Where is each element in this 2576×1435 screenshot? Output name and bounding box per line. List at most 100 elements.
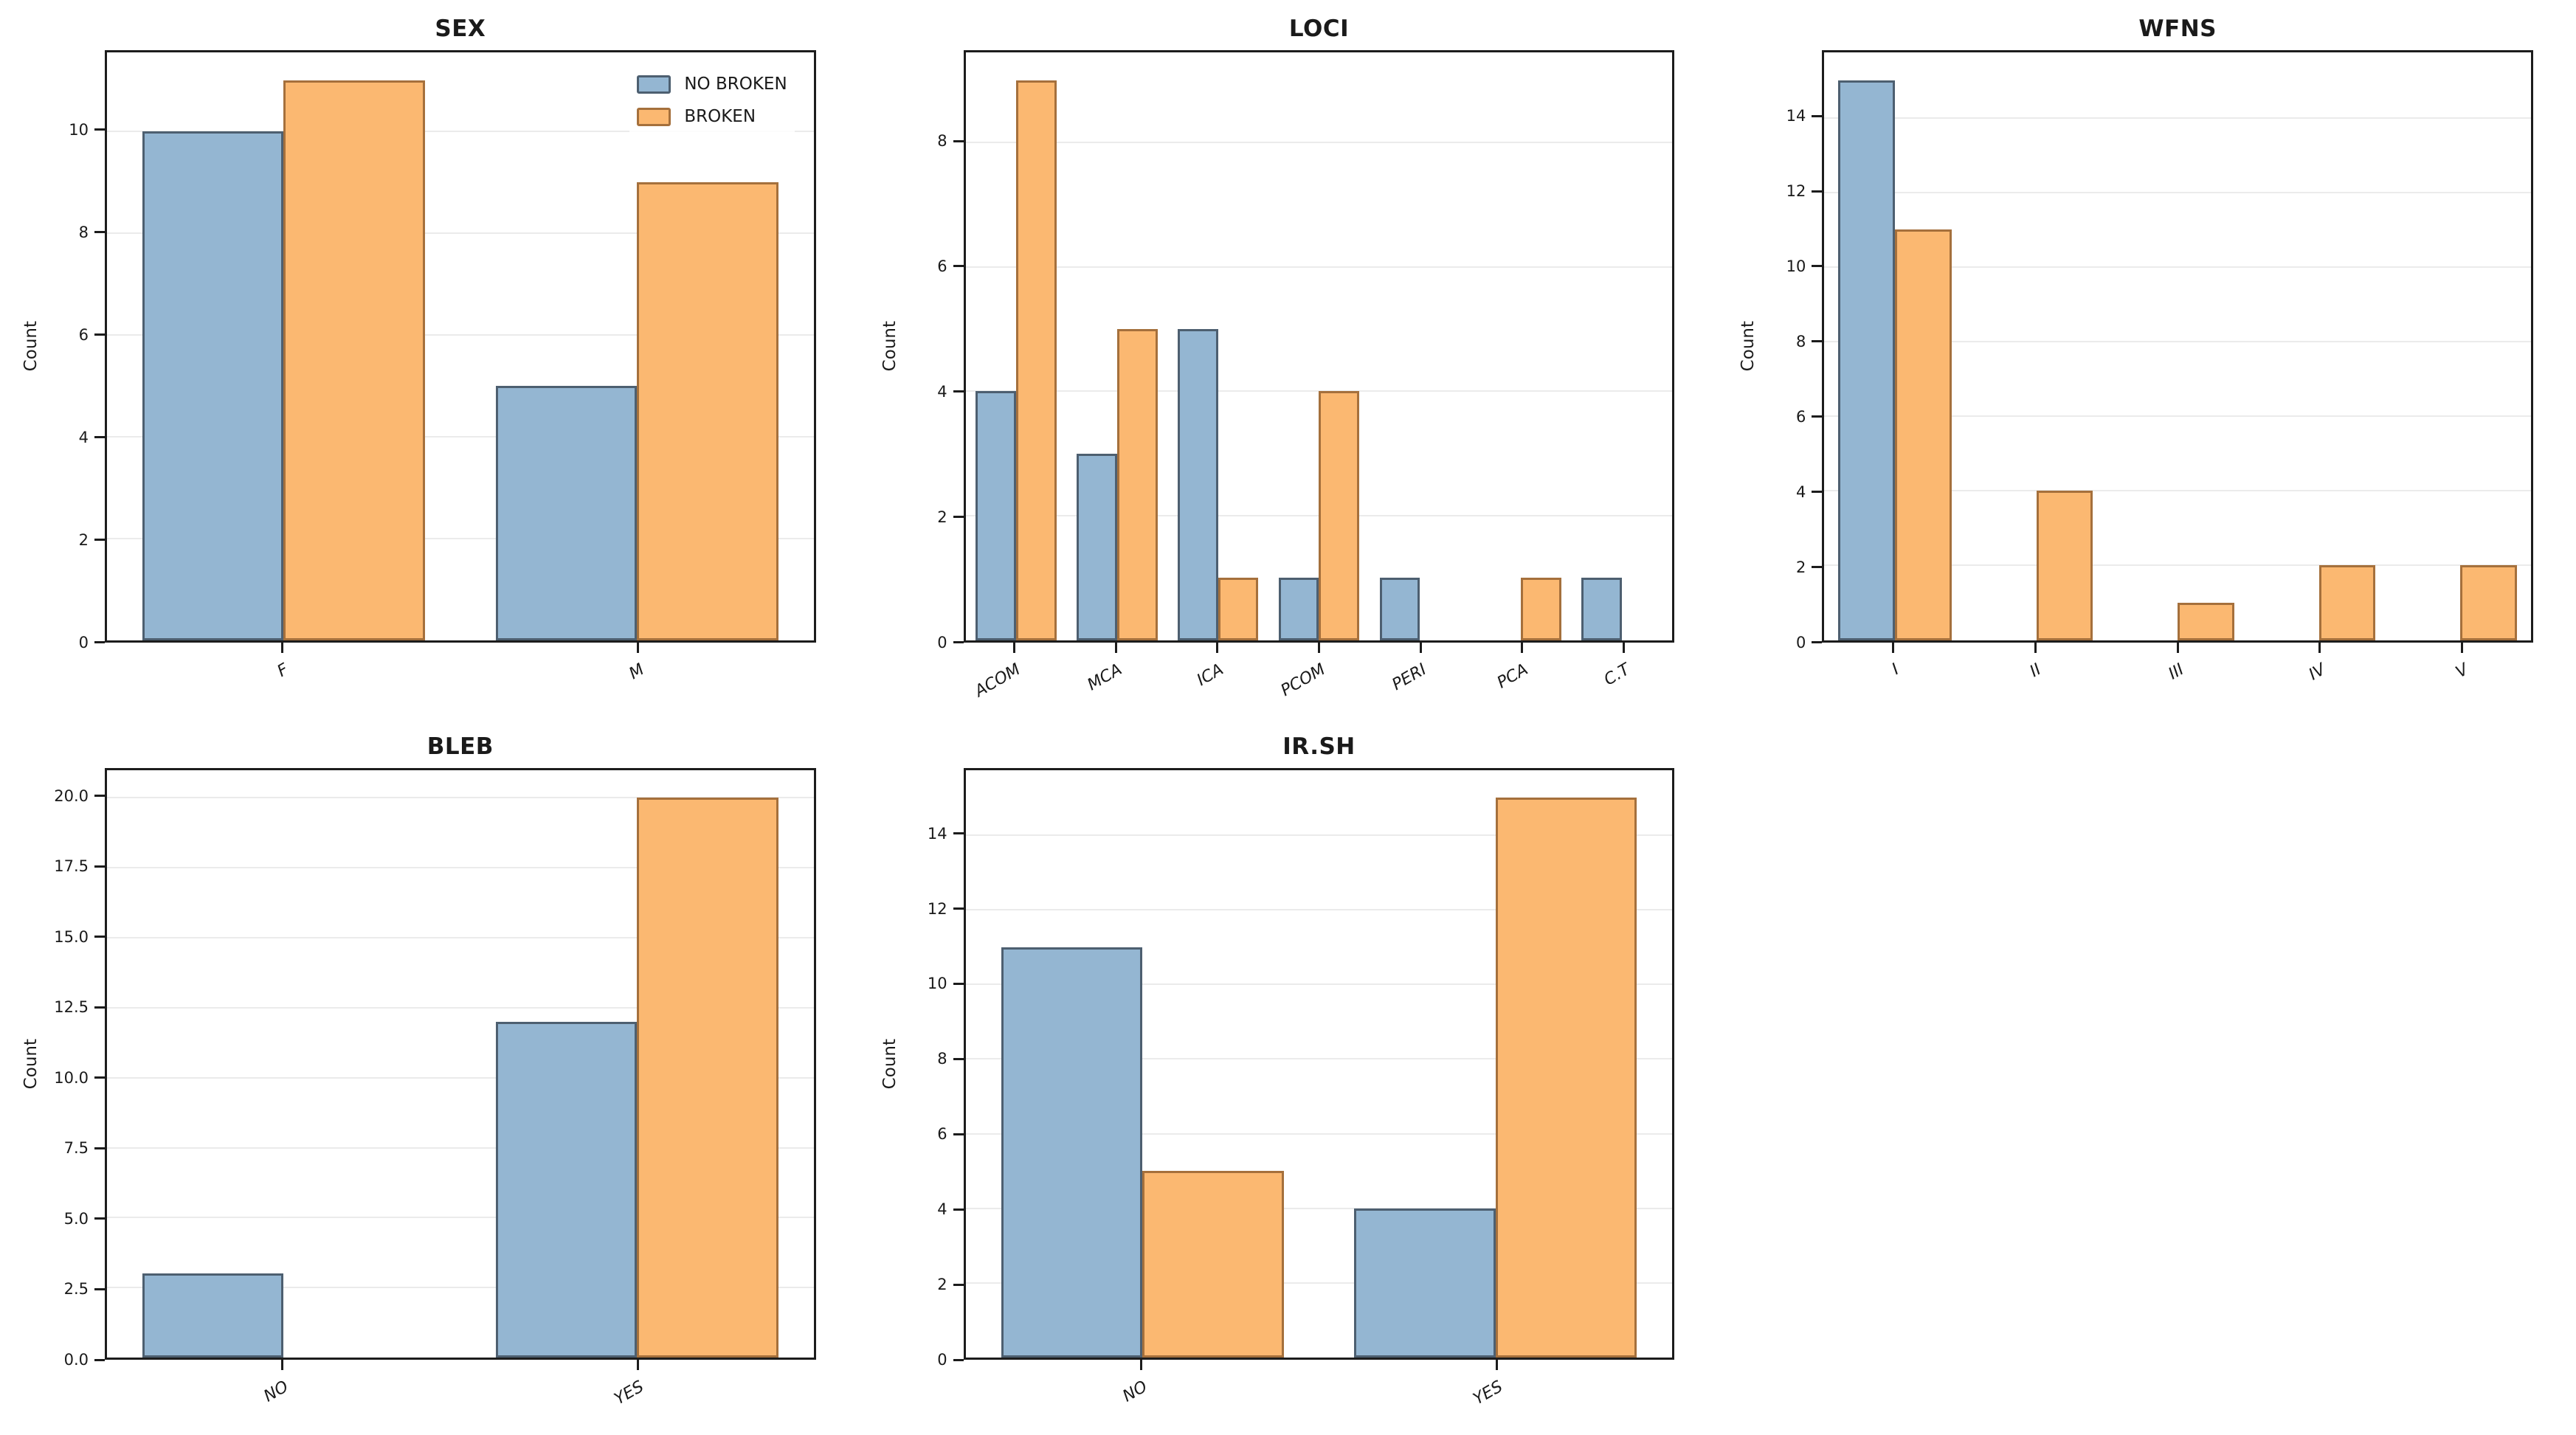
x-tick-label-text: IV (2306, 660, 2330, 684)
gridline (965, 1207, 1673, 1209)
y-tick-mark (94, 1287, 105, 1290)
chart-title: LOCI (1288, 15, 1350, 42)
x-tick-label-text: ACOM (971, 660, 1023, 701)
x-tick-mark (1317, 642, 1320, 653)
x-tick-label-text: PERI (1389, 660, 1430, 694)
y-tick-label: 5.0 (63, 1209, 89, 1228)
x-tick-label-text: C.T (1600, 660, 1633, 690)
chart-x-row: NO YES (15, 1360, 816, 1435)
y-tick-label: 8 (1795, 332, 1806, 350)
gridline (1824, 490, 2531, 492)
x-tick-mark (1521, 642, 1524, 653)
y-tick-mark (1812, 114, 1823, 117)
x-spacer (874, 643, 964, 718)
y-tick-mark (94, 1358, 105, 1361)
x-tick-mark (1012, 642, 1015, 653)
x-tick-mark (2318, 642, 2321, 653)
y-tick-label: 4 (1795, 483, 1806, 501)
y-tick-mark (94, 795, 105, 798)
chart-title: SEX (435, 15, 486, 42)
y-tick-mark (953, 982, 964, 985)
gridline (1824, 415, 2531, 418)
x-tick-mark (281, 642, 284, 653)
y-tick-mark (94, 936, 105, 938)
bar-no-broken (1379, 578, 1420, 640)
y-tick-label: 0 (1795, 633, 1806, 651)
chart-title: IR.SH (1282, 733, 1356, 760)
y-tick-label: 2 (937, 508, 947, 526)
bar-broken (1495, 798, 1637, 1358)
y-tick-mark (94, 1217, 105, 1220)
bar-broken (2036, 491, 2093, 640)
y-tick-mark (94, 1006, 105, 1009)
y-tick-label: 2 (937, 1276, 947, 1294)
y-tick-mark (953, 1283, 964, 1286)
x-tick-label-text: ICA (1193, 660, 1227, 690)
plot-area: NO BROKEN BROKEN (105, 50, 816, 643)
gridline (965, 266, 1673, 268)
x-tick-label-text: YES (611, 1377, 648, 1409)
chart-title-row: SEX (15, 7, 816, 50)
y-ticks: 0 2 4 6 8 10 12 14 (906, 768, 964, 1369)
bar-no-broken (142, 131, 284, 640)
chart-cell-loci: LOCI Count 0 2 4 6 8 ACOM MCA ICA PCOM PERI PCA C.… (859, 0, 1718, 718)
x-tick-label-text: V (2452, 660, 2472, 682)
x-tick-mark (1114, 642, 1117, 653)
legend-swatch (637, 75, 671, 94)
x-tick-label-text: NO (260, 1377, 292, 1406)
y-tick-mark (953, 265, 964, 268)
bar-broken (1016, 80, 1057, 640)
x-tick-label-text: F (274, 660, 292, 681)
gridline (107, 333, 814, 336)
x-tick-label-text: PCOM (1277, 660, 1328, 700)
bar-broken (2318, 565, 2376, 640)
gridline (965, 909, 1673, 911)
plot-area (105, 767, 816, 1360)
x-spacer (15, 1360, 105, 1435)
y-tick-mark (953, 1133, 964, 1135)
y-tick-label: 0 (78, 633, 89, 651)
y-tick-label: 14 (927, 824, 947, 843)
bar-no-broken (1581, 578, 1622, 640)
plot-area (963, 767, 1675, 1360)
x-tick-label-text: III (2165, 660, 2187, 683)
y-tick-label: 12 (1786, 182, 1806, 201)
y-tick-label: 0.0 (63, 1351, 89, 1369)
y-tick-label: 14 (1786, 107, 1806, 125)
gridline (1824, 340, 2531, 342)
chart-title-row: IR.SH (874, 725, 1675, 768)
chart-main-row: Count 0.0 2.5 5.0 7.5 10.0 12.5 15.0 17.5 20.0 (15, 767, 816, 1369)
y-tick-mark (953, 390, 964, 393)
gridline (965, 983, 1673, 986)
gridline (965, 1282, 1673, 1284)
y-tick-mark (953, 1057, 964, 1060)
y-tick-label: 17.5 (54, 857, 89, 876)
chart-main-row: Count 0 2 4 6 8 10 12 14 (874, 767, 1675, 1369)
x-tick-label-text: YES (1470, 1377, 1506, 1409)
y-tick-mark (1812, 566, 1823, 569)
x-tick-mark (637, 642, 640, 653)
y-tick-mark (1812, 265, 1823, 268)
y-tick-mark (953, 907, 964, 910)
x-spacer (1732, 643, 1822, 718)
legend-item: BROKEN (637, 107, 787, 126)
y-tick-mark (953, 832, 964, 835)
chart-title: BLEB (427, 733, 494, 760)
legend-label: BROKEN (684, 107, 756, 126)
chart-title-row: LOCI (874, 7, 1675, 50)
gridline (1824, 266, 2531, 268)
x-tick-label-text: NO (1119, 1377, 1151, 1406)
plot-area (963, 50, 1675, 643)
y-tick-mark (953, 1358, 964, 1361)
bar-broken (1319, 391, 1360, 640)
y-tick-mark (1812, 340, 1823, 343)
y-tick-label: 4 (937, 382, 947, 401)
x-tick-mark (1140, 1360, 1143, 1370)
y-tick-mark (94, 1147, 105, 1149)
bar-broken (2460, 565, 2517, 640)
gridline (965, 142, 1673, 144)
y-tick-mark (953, 139, 964, 142)
y-tick-mark (94, 128, 105, 131)
